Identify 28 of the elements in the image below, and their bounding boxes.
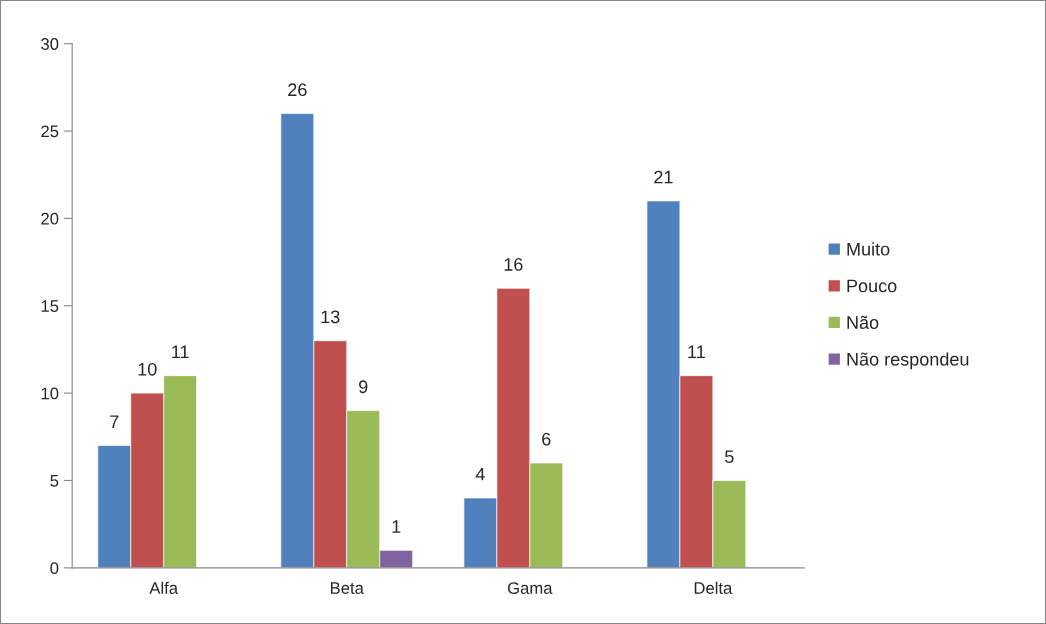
data-label: 9 <box>359 380 368 394</box>
data-label: 13 <box>321 310 340 324</box>
y-tick-label: 10 <box>41 387 59 400</box>
data-label: 21 <box>654 170 673 184</box>
data-label: 6 <box>542 432 551 446</box>
data-label: 11 <box>172 345 189 359</box>
data-label: 11 <box>688 345 705 359</box>
legend-label: Não respondeu <box>847 352 969 370</box>
y-tick-label: 5 <box>50 475 59 487</box>
data-label: 16 <box>504 258 523 271</box>
legend-label: Muito <box>847 242 890 256</box>
x-tick-label: Beta <box>330 582 364 594</box>
x-tick-label: Delta <box>694 581 733 594</box>
data-label: 4 <box>475 467 485 481</box>
data-label: 26 <box>288 83 307 97</box>
x-tick-label: Alfa <box>149 581 179 594</box>
y-tick-label: 15 <box>41 300 59 312</box>
data-label: 5 <box>725 450 734 464</box>
y-tick-label: 20 <box>41 212 59 225</box>
x-tick-label: Gama <box>507 582 553 594</box>
y-tick-label: 0 <box>50 562 59 575</box>
legend-label: Não <box>847 315 879 329</box>
data-label: 1 <box>392 520 401 533</box>
y-tick-label: 30 <box>41 38 59 50</box>
legend-label: Pouco <box>847 279 897 293</box>
data-label: 7 <box>110 415 119 428</box>
y-tick-label: 25 <box>41 125 59 138</box>
data-label: 10 <box>138 362 157 376</box>
